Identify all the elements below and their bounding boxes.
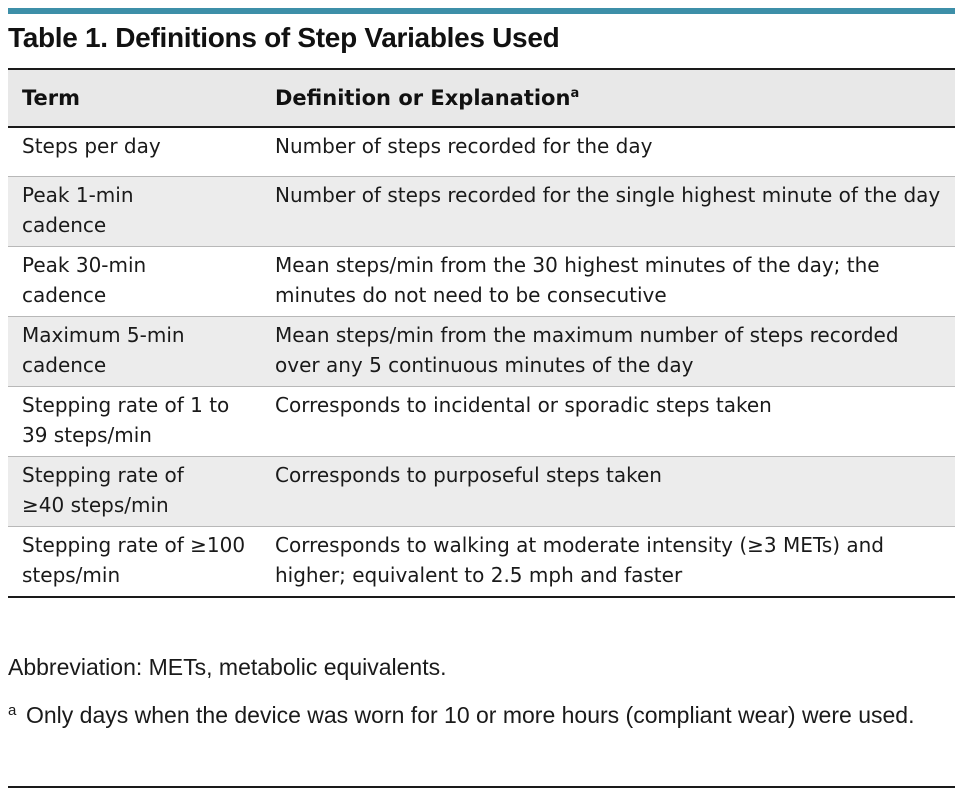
table-footnotes: Abbreviation: METs, metabolic equivalent… <box>8 650 955 732</box>
table-header-row: Term Definition or Explanationa <box>8 70 955 127</box>
header-definition: Definition or Explanationa <box>261 70 955 127</box>
header-term: Term <box>8 70 261 127</box>
term-cell: Stepping rate of ≥40 steps/min <box>22 463 184 517</box>
table-row: Peak 30-min cadence Mean steps/min from … <box>8 247 955 317</box>
term-cell: Peak 30-min cadence <box>22 253 147 307</box>
bottom-rule <box>8 786 955 788</box>
term-cell: Maximum 5-min cadence <box>22 323 185 377</box>
footnote-marker: a <box>8 702 17 719</box>
definition-cell: Corresponds to incidental or sporadic st… <box>275 393 772 417</box>
header-definition-label: Definition or Explanation <box>275 86 571 110</box>
table-row: Stepping rate of 1 to 39 steps/min Corre… <box>8 387 955 457</box>
top-accent-rule <box>8 8 955 14</box>
table-row: Peak 1-min cadence Number of steps recor… <box>8 176 955 247</box>
definition-cell: Mean steps/min from the maximum number o… <box>275 323 899 377</box>
footnote-text: Only days when the device was worn for 1… <box>26 702 915 728</box>
definition-cell: Number of steps recorded for the single … <box>275 183 941 207</box>
table-row: Stepping rate of ≥40 steps/min Correspon… <box>8 456 955 527</box>
term-cell: Stepping rate of 1 to 39 steps/min <box>22 393 230 447</box>
term-cell: Steps per day <box>22 134 161 158</box>
term-cell: Stepping rate of ≥100 steps/min <box>22 533 246 587</box>
definition-cell: Number of steps recorded for the day <box>275 134 653 158</box>
table-title: Table 1. Definitions of Step Variables U… <box>8 22 560 53</box>
definition-cell: Corresponds to purposeful steps taken <box>275 463 662 487</box>
header-footnote-marker: a <box>570 86 580 101</box>
table-row: Maximum 5-min cadence Mean steps/min fro… <box>8 316 955 387</box>
footnote-a: a Only days when the device was worn for… <box>8 698 955 732</box>
term-cell: Peak 1-min cadence <box>22 183 134 237</box>
abbreviation-note: Abbreviation: METs, metabolic equivalent… <box>8 654 447 680</box>
table-row: Stepping rate of ≥100 steps/min Correspo… <box>8 527 955 597</box>
table-row: Steps per day Number of steps recorded f… <box>8 127 955 177</box>
header-term-label: Term <box>22 86 81 110</box>
definitions-table: Term Definition or Explanationa Steps pe… <box>8 68 955 598</box>
definition-cell: Mean steps/min from the 30 highest minut… <box>275 253 880 307</box>
definition-cell: Corresponds to walking at moderate inten… <box>275 533 885 587</box>
